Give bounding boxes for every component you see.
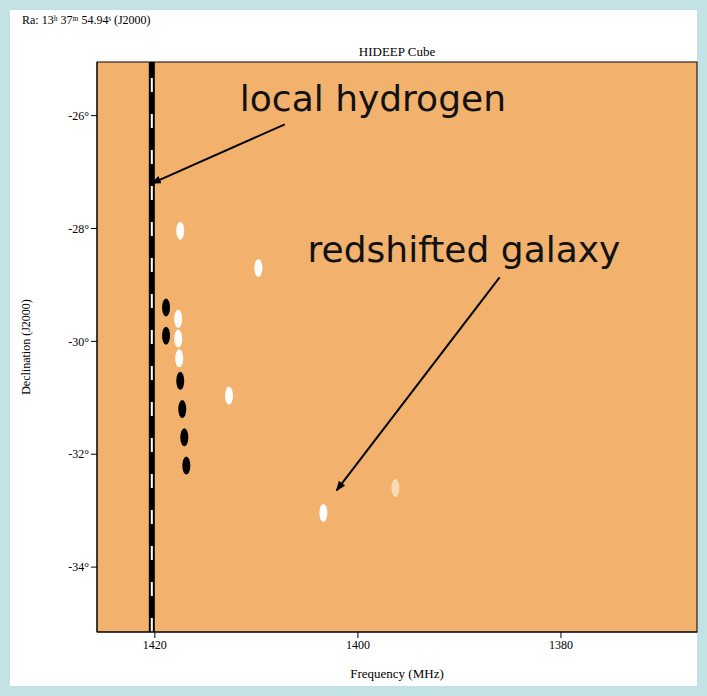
svg-text:1420: 1420 bbox=[143, 638, 167, 652]
svg-text:1380: 1380 bbox=[549, 638, 573, 652]
svg-text:-26°: -26° bbox=[68, 109, 89, 123]
svg-text:local hydrogen: local hydrogen bbox=[240, 78, 506, 119]
svg-text:-28°: -28° bbox=[68, 222, 89, 236]
svg-text:Ra: 13ʰ 37ᵐ 54.94ˢ (J2000): Ra: 13ʰ 37ᵐ 54.94ˢ (J2000) bbox=[22, 13, 151, 27]
svg-text:Frequency (MHz): Frequency (MHz) bbox=[350, 666, 444, 681]
svg-text:HIDEEP Cube: HIDEEP Cube bbox=[359, 44, 436, 59]
svg-text:-30°: -30° bbox=[68, 335, 89, 349]
svg-text:Declination (J2000): Declination (J2000) bbox=[19, 299, 33, 395]
svg-text:-32°: -32° bbox=[68, 447, 89, 461]
svg-text:1400: 1400 bbox=[346, 638, 370, 652]
svg-text:-34°: -34° bbox=[68, 560, 89, 574]
svg-text:redshifted galaxy: redshifted galaxy bbox=[308, 229, 621, 270]
